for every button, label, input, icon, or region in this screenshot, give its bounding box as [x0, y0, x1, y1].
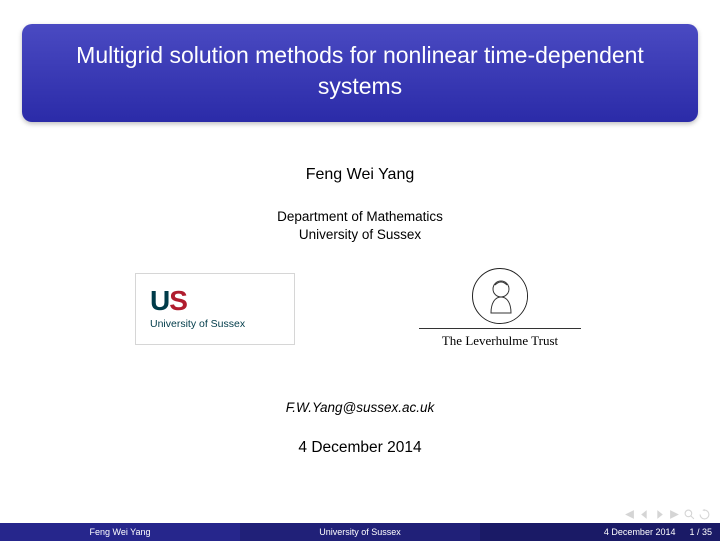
author-name: Feng Wei Yang	[0, 166, 720, 184]
affiliation: Department of Mathematics University of …	[0, 208, 720, 244]
logos-row: US University of Sussex The Leverhulme T…	[0, 268, 720, 349]
dept-line: Department of Mathematics	[0, 208, 720, 226]
sussex-logo-text: University of Sussex	[150, 318, 294, 330]
presentation-date: 4 December 2014	[0, 439, 720, 457]
logo-university-of-sussex: US University of Sussex	[135, 273, 295, 345]
nav-controls	[0, 505, 720, 523]
univ-line: University of Sussex	[0, 226, 720, 244]
footer-author: Feng Wei Yang	[0, 523, 240, 541]
nav-prev-icon[interactable]	[639, 509, 650, 520]
author-email: F.W.Yang@sussex.ac.uk	[0, 400, 720, 415]
nav-prev-section-icon[interactable]	[624, 509, 635, 520]
footer-right: 4 December 2014 1 / 35	[480, 523, 720, 541]
leverhulme-text: The Leverhulme Trust	[415, 333, 585, 349]
nav-next-section-icon[interactable]	[669, 509, 680, 520]
title-box: Multigrid solution methods for nonlinear…	[22, 24, 698, 122]
nav-refresh-icon[interactable]	[699, 509, 710, 520]
leverhulme-portrait-icon	[472, 268, 528, 324]
leverhulme-rule	[419, 328, 581, 329]
sussex-mark: US	[150, 287, 294, 315]
footer-date: 4 December 2014	[604, 527, 676, 537]
footer-page-number: 1 / 35	[689, 527, 712, 537]
sussex-mark-s: S	[169, 285, 187, 316]
footer-institution: University of Sussex	[240, 523, 480, 541]
nav-next-icon[interactable]	[654, 509, 665, 520]
logo-leverhulme-trust: The Leverhulme Trust	[415, 268, 585, 349]
sussex-mark-u: U	[150, 285, 169, 316]
footer-bar: Feng Wei Yang University of Sussex 4 Dec…	[0, 523, 720, 541]
nav-search-icon[interactable]	[684, 509, 695, 520]
